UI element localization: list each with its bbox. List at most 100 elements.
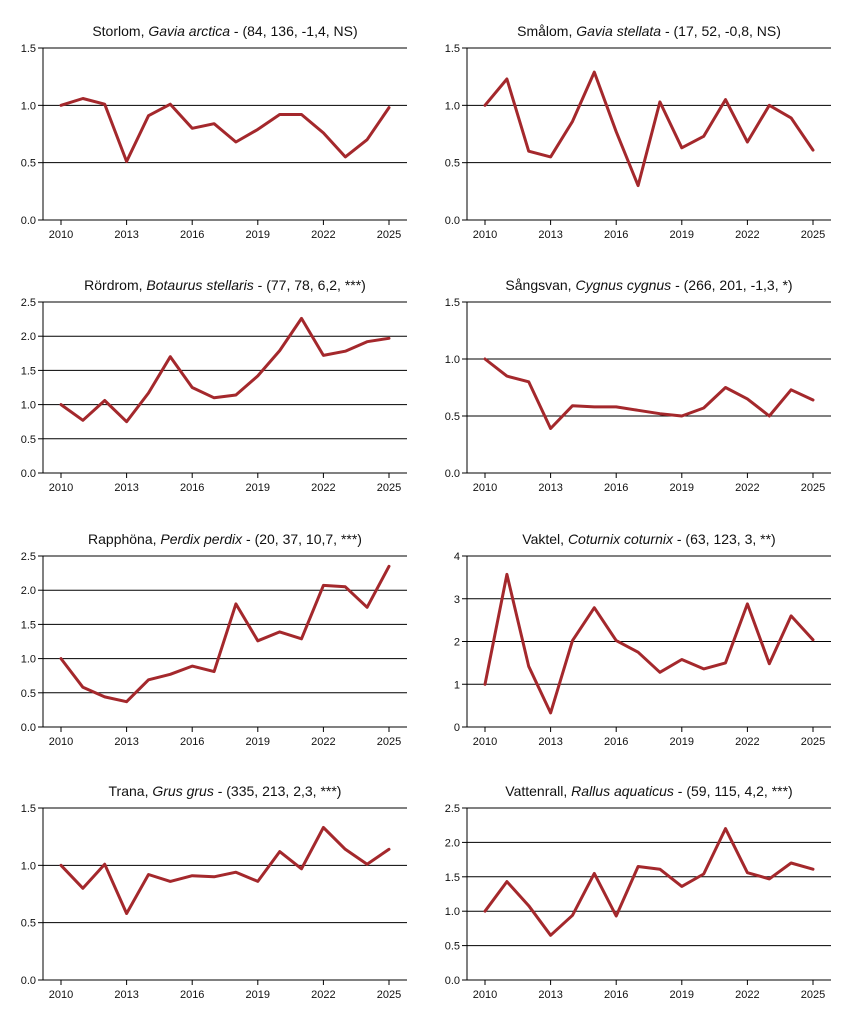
x-tick-label: 2019 [246, 229, 270, 241]
x-tick-label: 2025 [377, 482, 401, 494]
x-tick-label: 2022 [311, 229, 335, 241]
x-tick-label: 2019 [246, 989, 270, 1001]
chart-panel-3: Rördrom, Botaurus stellaris - (77, 78, 6… [21, 277, 407, 494]
y-tick-label: 2.5 [445, 803, 460, 815]
x-tick-label: 2025 [377, 229, 401, 241]
x-tick-label: 2016 [604, 229, 628, 241]
x-tick-label: 2010 [473, 482, 497, 494]
y-tick-label: 2.0 [21, 331, 36, 343]
x-tick-label: 2010 [49, 229, 73, 241]
y-tick-label: 2.0 [445, 837, 460, 849]
x-tick-label: 2025 [801, 229, 825, 241]
y-tick-label: 1.0 [21, 400, 36, 412]
x-tick-label: 2016 [604, 736, 628, 748]
chart-title-common-name: Vaktel, [522, 531, 568, 547]
chart-title: Vaktel, Coturnix coturnix - (63, 123, 3,… [522, 531, 775, 547]
series-line [483, 827, 815, 937]
y-tick-label: 2.5 [21, 297, 36, 309]
x-tick-label: 2019 [246, 736, 270, 748]
y-tick-label: 2.0 [21, 585, 36, 597]
x-tick-label: 2022 [311, 482, 335, 494]
x-tick-label: 2019 [670, 736, 694, 748]
chart-title-common-name: Rapphöna, [88, 531, 160, 547]
x-tick-label: 2010 [473, 989, 497, 1001]
y-tick-label: 3 [454, 594, 460, 606]
y-tick-label: 1.0 [21, 654, 36, 666]
chart-title: Rördrom, Botaurus stellaris - (77, 78, 6… [84, 277, 366, 293]
x-tick-label: 2022 [311, 736, 335, 748]
y-tick-label: 4 [454, 551, 460, 563]
chart-panel-1: Storlom, Gavia arctica - (84, 136, -1,4,… [21, 23, 407, 241]
chart-title-stats: - (59, 115, 4,2, ***) [674, 783, 793, 799]
y-tick-label: 0.5 [445, 411, 460, 423]
x-tick-label: 2010 [49, 989, 73, 1001]
chart-title-common-name: Storlom, [92, 23, 148, 39]
series-line [483, 357, 815, 430]
x-tick-label: 2013 [114, 736, 138, 748]
series-line [59, 316, 391, 424]
x-tick-label: 2016 [180, 736, 204, 748]
y-tick-label: 2 [454, 637, 460, 649]
series-line [483, 70, 815, 188]
x-tick-label: 2013 [538, 229, 562, 241]
chart-title-common-name: Sångsvan, [505, 277, 575, 293]
y-tick-label: 0.0 [21, 975, 36, 987]
chart-title-latin-name: Gavia arctica [148, 23, 230, 39]
chart-title-latin-name: Grus grus [152, 783, 213, 799]
y-tick-label: 0.0 [21, 722, 36, 734]
y-tick-label: 1.5 [445, 872, 460, 884]
chart-title: Sångsvan, Cygnus cygnus - (266, 201, -1,… [505, 277, 792, 293]
x-tick-label: 2013 [114, 229, 138, 241]
y-tick-label: 0.5 [21, 688, 36, 700]
x-tick-label: 2010 [49, 736, 73, 748]
chart-panel-2: Smålom, Gavia stellata - (17, 52, -0,8, … [445, 23, 831, 241]
x-tick-label: 2019 [670, 989, 694, 1001]
x-tick-label: 2016 [604, 482, 628, 494]
x-tick-label: 2016 [180, 989, 204, 1001]
series-line [483, 572, 815, 715]
y-tick-label: 1.5 [21, 803, 36, 815]
chart-panel-7: Trana, Grus grus - (335, 213, 2,3, ***) 0… [21, 783, 407, 1001]
y-tick-label: 0.0 [21, 468, 36, 480]
chart-title-latin-name: Cygnus cygnus [575, 277, 671, 293]
chart-title-common-name: Smålom, [517, 23, 576, 39]
chart-title-latin-name: Gavia stellata [576, 23, 661, 39]
chart-title-stats: - (63, 123, 3, **) [673, 531, 776, 547]
y-tick-label: 1.5 [445, 43, 460, 55]
y-tick-label: 0.0 [445, 468, 460, 480]
x-tick-label: 2010 [49, 482, 73, 494]
chart-title: Vattenrall, Rallus aquaticus - (59, 115,… [505, 783, 792, 799]
x-tick-label: 2013 [114, 989, 138, 1001]
x-tick-label: 2019 [670, 229, 694, 241]
y-tick-label: 1.5 [21, 365, 36, 377]
x-tick-label: 2019 [670, 482, 694, 494]
series-line [59, 97, 391, 163]
chart-title-stats: - (84, 136, -1,4, NS) [230, 23, 358, 39]
x-tick-label: 2022 [735, 482, 759, 494]
y-tick-label: 0.5 [21, 434, 36, 446]
x-tick-label: 2019 [246, 482, 270, 494]
x-tick-label: 2013 [114, 482, 138, 494]
chart-title-common-name: Rördrom, [84, 277, 146, 293]
x-tick-label: 2022 [735, 736, 759, 748]
chart-title-stats: - (17, 52, -0,8, NS) [661, 23, 781, 39]
chart-panel-4: Sångsvan, Cygnus cygnus - (266, 201, -1,… [445, 277, 831, 494]
y-tick-label: 0.5 [445, 158, 460, 170]
chart-title-stats: - (266, 201, -1,3, *) [671, 277, 792, 293]
y-tick-label: 1.0 [445, 354, 460, 366]
x-tick-label: 2016 [604, 989, 628, 1001]
x-tick-label: 2025 [801, 482, 825, 494]
y-tick-label: 0.5 [445, 941, 460, 953]
x-tick-label: 2013 [538, 736, 562, 748]
x-tick-label: 2025 [801, 736, 825, 748]
y-tick-label: 1.5 [21, 619, 36, 631]
chart-title-stats: - (77, 78, 6,2, ***) [254, 277, 366, 293]
chart-title-common-name: Vattenrall, [505, 783, 571, 799]
chart-title-latin-name: Coturnix coturnix [568, 531, 674, 547]
x-tick-label: 2013 [538, 482, 562, 494]
chart-title: Storlom, Gavia arctica - (84, 136, -1,4,… [92, 23, 357, 39]
y-tick-label: 0.5 [21, 918, 36, 930]
y-tick-label: 1.0 [21, 100, 36, 112]
chart-title: Smålom, Gavia stellata - (17, 52, -0,8, … [517, 23, 781, 39]
